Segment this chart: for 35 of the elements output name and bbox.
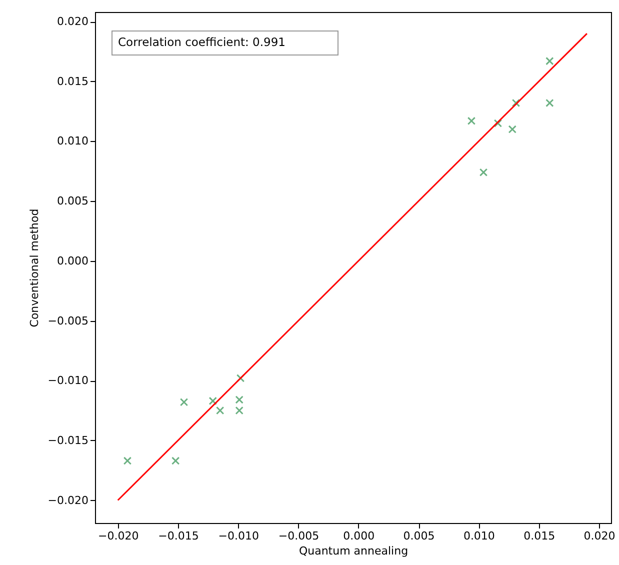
x-tick-label: 0.020	[584, 530, 616, 542]
x-tick-label: 0.010	[463, 530, 495, 542]
y-tick-label: 0.020	[57, 15, 88, 28]
y-tick-label: −0.010	[48, 374, 88, 388]
x-axis-title: Quantum annealing	[298, 544, 408, 558]
point	[508, 125, 516, 134]
y-tick-label: 0.015	[57, 74, 88, 88]
point	[546, 56, 554, 66]
y-tick-label: −0.015	[48, 434, 88, 447]
point	[512, 98, 520, 108]
point	[494, 119, 502, 128]
x-tick-label: 0.005	[403, 530, 435, 542]
point	[467, 116, 476, 126]
annotation: Correlation coefficient: 0.991	[118, 35, 286, 49]
x-tick-label: −0.015	[158, 530, 199, 542]
point	[180, 398, 188, 406]
point	[171, 456, 180, 465]
y-tick-label: −0.005	[48, 314, 88, 328]
x-tick-label: −0.005	[278, 530, 320, 542]
y-tick-label: 0.005	[57, 194, 88, 208]
point	[216, 406, 224, 415]
y-tick-label: 0.000	[57, 254, 88, 268]
point	[235, 406, 244, 415]
point	[546, 98, 554, 108]
point	[479, 168, 488, 176]
point	[208, 396, 217, 406]
point	[235, 396, 244, 404]
x-tick-label: −0.020	[98, 530, 139, 542]
y-tick-label: −0.020	[48, 494, 88, 507]
x-tick-label: 0.000	[343, 530, 375, 542]
y-tick-label: 0.010	[57, 134, 88, 148]
x-tick-label: −0.010	[218, 530, 259, 542]
x-tick-label: 0.015	[524, 530, 556, 542]
y-axis-title: Conventional method	[28, 208, 41, 328]
point	[123, 456, 132, 465]
